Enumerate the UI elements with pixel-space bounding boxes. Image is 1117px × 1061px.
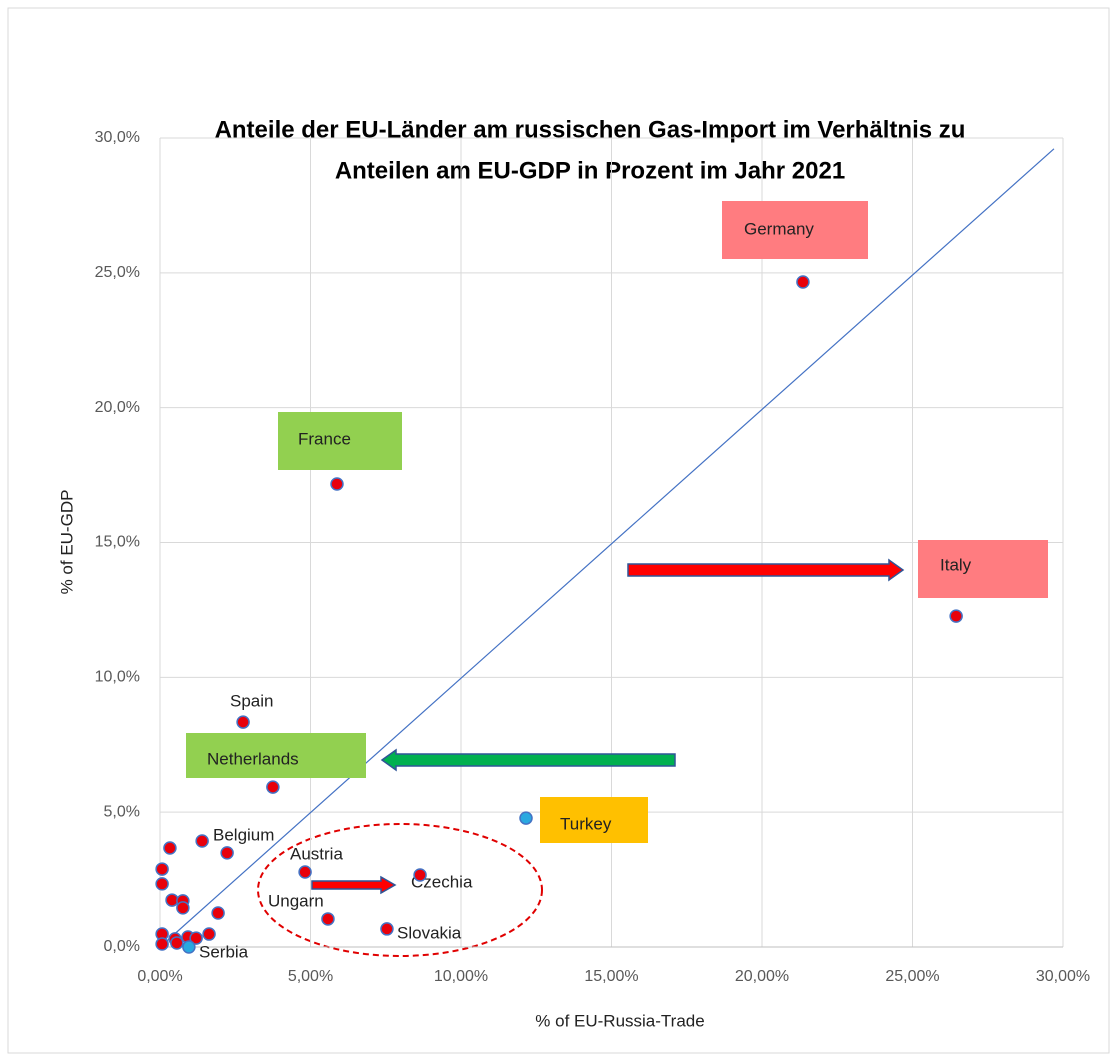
- chart-title: Anteile der EU-Länder am russischen Gas-…: [215, 116, 966, 143]
- x-tick-label: 10,00%: [434, 968, 488, 985]
- x-tick-label: 25,00%: [885, 968, 939, 985]
- y-tick-label: 0,0%: [104, 938, 140, 955]
- annotation-label: Turkey: [560, 814, 612, 833]
- annotation-label: Netherlands: [207, 749, 299, 768]
- point: [189, 931, 203, 945]
- annotation-box: [186, 733, 366, 778]
- annotation-label: Serbia: [199, 942, 249, 961]
- y-axis-label: % of EU-GDP: [57, 490, 76, 595]
- annotation-label: Ungarn: [268, 891, 324, 910]
- y-tick-label: 30,0%: [95, 129, 140, 146]
- point: [330, 477, 344, 491]
- x-tick-label: 0,00%: [137, 968, 182, 985]
- y-tick-label: 15,0%: [95, 534, 140, 551]
- point: [202, 927, 216, 941]
- y-tick-label: 10,0%: [95, 669, 140, 686]
- point: [519, 811, 533, 825]
- y-tick-label: 25,0%: [95, 264, 140, 281]
- point: [796, 275, 810, 289]
- chart-border: [7, 7, 1110, 1054]
- reference-line: [159, 148, 1055, 948]
- y-tick-label: 5,0%: [104, 803, 140, 820]
- point: [380, 922, 394, 936]
- annotation-label: Slovakia: [397, 923, 462, 942]
- x-tick-label: 30,00%: [1036, 968, 1090, 985]
- arrow: [627, 558, 905, 582]
- point: [155, 877, 169, 891]
- point: [266, 780, 280, 794]
- point: [195, 834, 209, 848]
- annotation-label: France: [298, 429, 351, 448]
- point: [176, 901, 190, 915]
- y-tick-label: 20,0%: [95, 399, 140, 416]
- point: [321, 912, 335, 926]
- annotation-box: [722, 201, 868, 259]
- point: [236, 715, 250, 729]
- annotation-box: [278, 412, 402, 470]
- point: [170, 936, 184, 950]
- annotation-label: Germany: [744, 219, 814, 238]
- point: [298, 865, 312, 879]
- x-axis-label: % of EU-Russia-Trade: [535, 1011, 704, 1030]
- annotation-label: Belgium: [213, 825, 274, 844]
- point: [155, 937, 169, 951]
- annotation-label: Czechia: [411, 872, 473, 891]
- annotation-label: Italy: [940, 555, 972, 574]
- point: [182, 940, 196, 954]
- point: [220, 846, 234, 860]
- x-tick-label: 20,00%: [735, 968, 789, 985]
- annotation-box: [540, 797, 648, 843]
- annotation-label: Austria: [290, 844, 343, 863]
- annotation-label: Spain: [230, 691, 273, 710]
- x-tick-label: 5,00%: [288, 968, 333, 985]
- point: [211, 906, 225, 920]
- x-tick-label: 15,00%: [584, 968, 638, 985]
- point: [413, 868, 427, 882]
- highlight-ellipse: [257, 823, 543, 957]
- arrow: [380, 748, 676, 772]
- chart-title: Anteilen am EU-GDP in Prozent im Jahr 20…: [335, 157, 845, 184]
- point: [155, 862, 169, 876]
- arrow: [311, 875, 397, 895]
- point: [163, 841, 177, 855]
- annotation-box: [918, 540, 1048, 598]
- point: [949, 609, 963, 623]
